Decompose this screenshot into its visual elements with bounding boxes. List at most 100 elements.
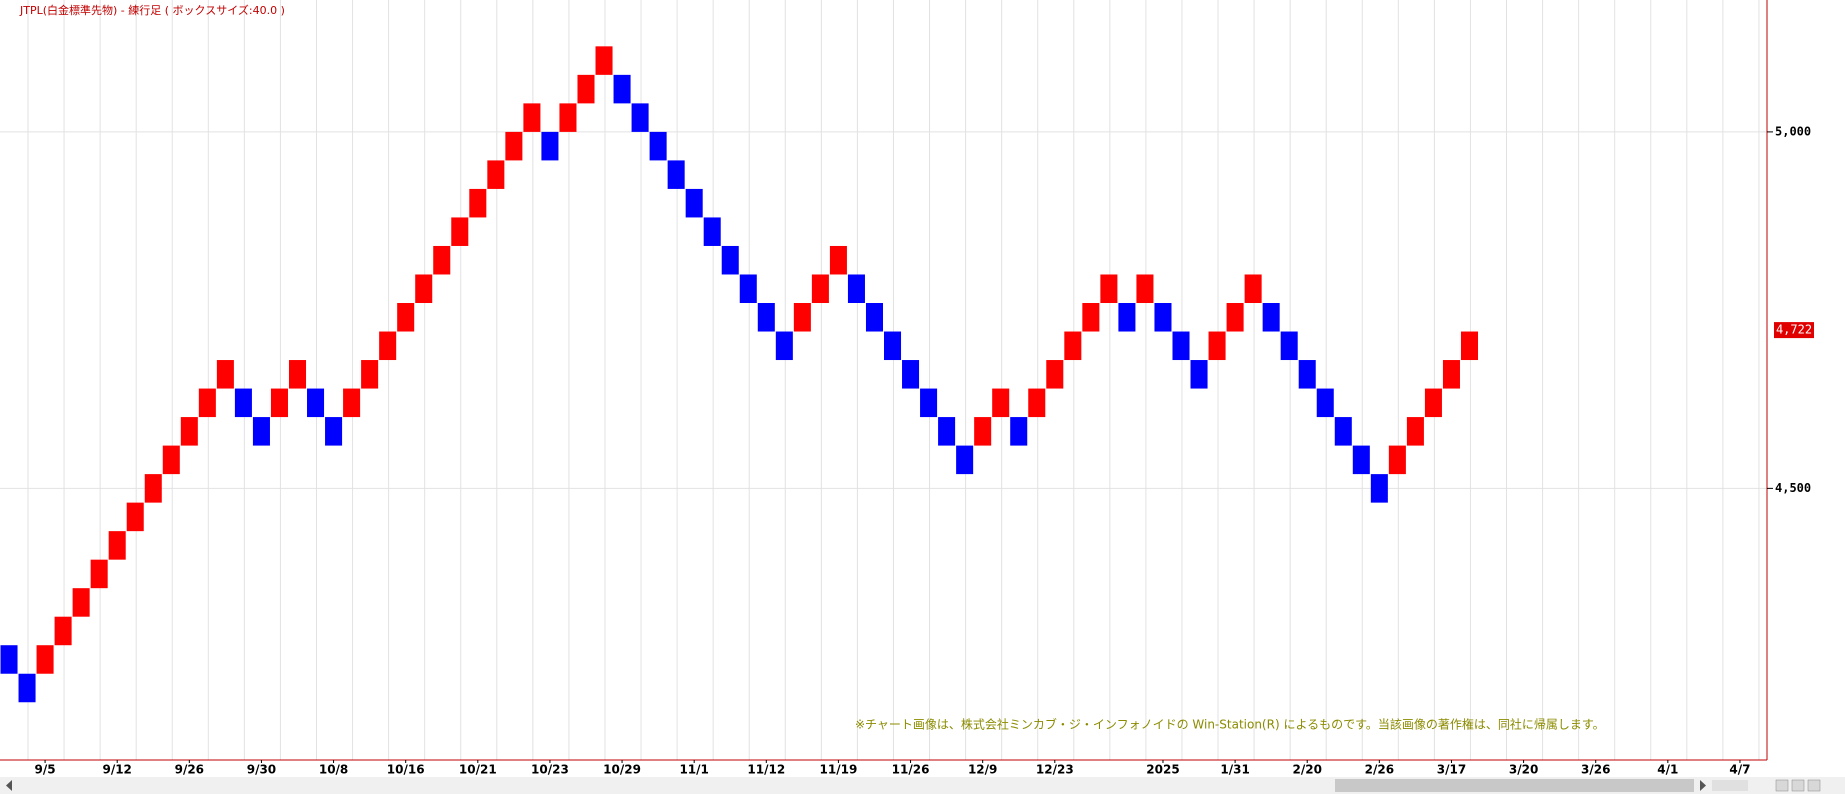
up-brick: [1424, 388, 1442, 418]
up-brick: [108, 531, 126, 560]
down-brick: [920, 388, 938, 418]
bricks: [0, 46, 1479, 703]
down-brick: [541, 131, 559, 161]
up-brick: [595, 46, 613, 75]
down-brick: [1172, 331, 1190, 361]
zoom-slider[interactable]: [1712, 780, 1748, 791]
up-brick: [216, 360, 234, 389]
scrollbar[interactable]: [0, 777, 1845, 794]
down-brick: [631, 103, 649, 132]
up-brick: [144, 474, 162, 503]
up-brick: [1442, 360, 1460, 389]
up-brick: [829, 245, 847, 275]
up-brick: [270, 388, 288, 418]
up-brick: [1136, 274, 1154, 304]
down-brick: [956, 445, 974, 475]
fit-button[interactable]: [1807, 779, 1821, 792]
down-brick: [884, 331, 902, 361]
down-brick: [0, 645, 18, 674]
x-tick-label: 2/20: [1293, 763, 1322, 777]
up-brick: [379, 331, 397, 361]
x-tick-label: 1/31: [1220, 763, 1249, 777]
x-tick-label: 11/12: [747, 763, 785, 777]
down-brick: [739, 274, 757, 304]
down-brick: [1280, 331, 1298, 361]
down-brick: [1316, 388, 1334, 418]
down-brick: [685, 188, 703, 218]
up-brick: [487, 160, 505, 189]
last-price-box: [1774, 322, 1814, 339]
down-brick: [234, 388, 252, 418]
y-tick-label: 4,500: [1775, 481, 1811, 495]
x-tick-label: 4/7: [1729, 763, 1750, 777]
up-brick: [469, 188, 487, 218]
x-tick-label: 10/29: [603, 763, 641, 777]
down-brick: [721, 245, 739, 275]
up-brick: [974, 417, 992, 446]
up-brick: [1046, 360, 1064, 389]
scroll-right-arrow[interactable]: [1700, 780, 1706, 791]
x-tick-label: 9/26: [175, 763, 204, 777]
up-brick: [126, 502, 144, 532]
up-brick: [1244, 274, 1262, 304]
x-tick-label: 9/30: [247, 763, 276, 777]
x-tick-label: 12/23: [1036, 763, 1074, 777]
down-brick: [902, 360, 920, 389]
x-tick-label: 12/9: [968, 763, 997, 777]
zoom-in-button[interactable]: [1791, 779, 1805, 792]
up-brick: [198, 388, 216, 418]
down-brick: [865, 303, 883, 332]
scroll-left-arrow[interactable]: [6, 780, 12, 791]
down-brick: [757, 303, 775, 332]
down-brick: [703, 217, 721, 246]
up-brick: [793, 303, 811, 332]
down-brick: [307, 388, 325, 418]
x-tick-label: 2025: [1146, 763, 1179, 777]
down-brick: [1118, 303, 1136, 332]
x-tick-label: 4/1: [1657, 763, 1678, 777]
down-brick: [938, 417, 956, 446]
up-brick: [1100, 274, 1118, 304]
footer-note: ※チャート画像は、株式会社ミンカブ・ジ・インフォノイドの Win-Station…: [855, 717, 1605, 732]
down-brick: [667, 160, 685, 189]
up-brick: [1388, 445, 1406, 475]
x-tick-label: 11/19: [820, 763, 858, 777]
down-brick: [1298, 360, 1316, 389]
last-price-label: 4,722: [1776, 323, 1812, 337]
down-brick: [1154, 303, 1172, 332]
up-brick: [162, 445, 180, 475]
zoom-out-button[interactable]: [1775, 779, 1789, 792]
x-tick-label: 10/16: [387, 763, 425, 777]
x-tick-label: 9/5: [35, 763, 56, 777]
up-brick: [1082, 303, 1100, 332]
up-brick: [415, 274, 433, 304]
up-brick: [559, 103, 577, 132]
up-brick: [72, 588, 90, 617]
up-brick: [180, 417, 198, 446]
scrollbar-thumb[interactable]: [1335, 779, 1694, 792]
down-brick: [1010, 417, 1028, 446]
x-tick-label: 2/26: [1365, 763, 1394, 777]
down-brick: [775, 331, 793, 361]
down-brick: [649, 131, 667, 161]
down-brick: [1370, 474, 1388, 503]
up-brick: [1064, 331, 1082, 361]
chart-title: JTPL(白金標準先物) - 練行足 ( ボックスサイズ:40.0 ): [19, 3, 285, 17]
up-brick: [1226, 303, 1244, 332]
up-brick: [288, 360, 307, 389]
x-tick-label: 3/17: [1437, 763, 1466, 777]
down-brick: [1262, 303, 1280, 332]
down-brick: [18, 673, 36, 703]
up-brick: [36, 645, 54, 674]
down-brick: [847, 274, 865, 304]
down-brick: [1352, 445, 1370, 475]
up-brick: [523, 103, 541, 132]
down-brick: [325, 417, 343, 446]
down-brick: [1334, 417, 1352, 446]
x-tick-label: 10/8: [319, 763, 348, 777]
up-brick: [361, 360, 379, 389]
up-brick: [1208, 331, 1226, 361]
up-brick: [505, 131, 523, 161]
